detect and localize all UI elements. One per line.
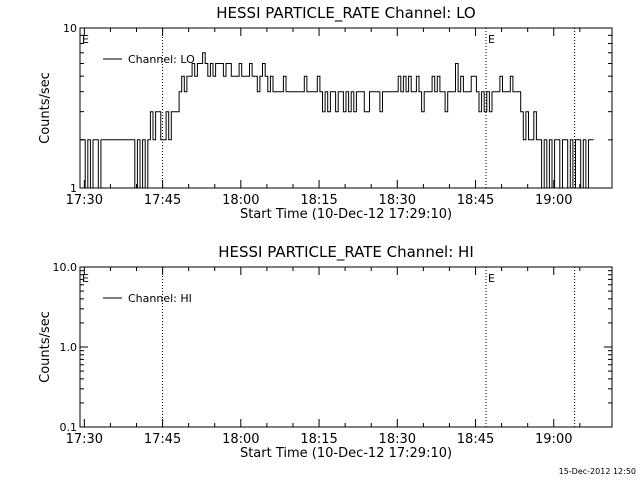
x-tick-label: 18:15: [300, 193, 337, 208]
y-axis-label: Counts/sec: [38, 311, 53, 383]
x-tick-label: 17:45: [144, 193, 181, 208]
legend-label: Channel: HI: [128, 292, 192, 305]
x-axis-label: Start Time (10-Dec-12 17:29:10): [240, 207, 452, 222]
footer-timestamp: 15-Dec-2012 12:50: [559, 467, 636, 476]
y-tick-label: 1.0: [60, 341, 78, 354]
plot-hi: HESSI PARTICLE_RATE Channel: HI 17:30 17:4…: [38, 243, 613, 461]
x-tick-label: 19:00: [535, 193, 572, 208]
y-tick-label: 1: [70, 182, 77, 195]
chart-title: HESSI PARTICLE_RATE Channel: LO: [216, 4, 475, 23]
event-mark-label: E: [488, 272, 495, 285]
event-mark-label: E: [82, 33, 89, 46]
x-tick-label: 17:45: [144, 432, 181, 447]
x-tick-label: 18:45: [457, 193, 494, 208]
x-tick-label: 17:30: [66, 193, 103, 208]
x-tick-label: 19:00: [535, 432, 572, 447]
plot-frame: [79, 266, 613, 428]
x-tick-label: 18:00: [222, 432, 259, 447]
plot-lo: HESSI PARTICLE_RATE Channel: LO 17:30 17:4…: [38, 4, 613, 222]
x-tick-label: 17:30: [66, 432, 103, 447]
y-tick-label: 0.1: [60, 421, 78, 434]
x-tick-label: 18:45: [457, 432, 494, 447]
chart-title: HESSI PARTICLE_RATE Channel: HI: [218, 243, 474, 262]
x-axis-label: Start Time (10-Dec-12 17:29:10): [240, 446, 452, 461]
plot-frame: [79, 27, 613, 189]
series-line-lo: [80, 52, 594, 189]
y-axis-label: Counts/sec: [38, 72, 53, 144]
y-tick-label: 10: [63, 22, 77, 35]
event-mark-label: E: [82, 272, 89, 285]
legend-label: Channel: LO: [128, 53, 195, 66]
y-tick-label: 10.0: [53, 261, 78, 274]
event-mark-label: E: [488, 33, 495, 46]
x-tick-label: 18:30: [379, 193, 416, 208]
x-tick-label: 18:30: [379, 432, 416, 447]
x-tick-label: 18:00: [222, 193, 259, 208]
x-tick-label: 18:15: [300, 432, 337, 447]
